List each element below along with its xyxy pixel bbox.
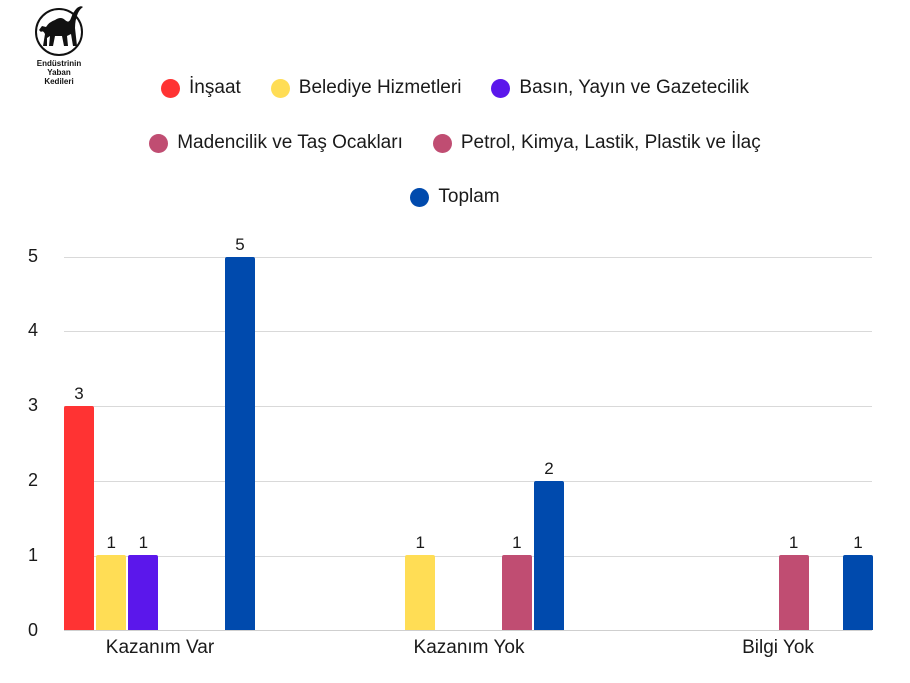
bar[interactable] <box>534 480 564 630</box>
legend-dot-icon <box>161 78 181 98</box>
bar-value-label: 1 <box>788 533 799 553</box>
x-label-bilgi-yok: Bilgi Yok <box>742 637 814 658</box>
y-tick-2: 2 <box>28 470 39 490</box>
bar[interactable] <box>225 257 255 630</box>
y-tick-5: 5 <box>28 246 39 266</box>
legend-label: Belediye Hizmetleri <box>298 77 462 98</box>
legend-dot-icon <box>491 78 511 98</box>
legend-label: Toplam <box>438 186 500 207</box>
legend-item-belediye[interactable]: Belediye Hizmetleri <box>270 77 462 99</box>
bar[interactable] <box>64 406 94 630</box>
gridline-4 <box>64 331 872 332</box>
y-tick-1: 1 <box>28 545 39 565</box>
legend-item-madencilik[interactable]: Madencilik ve Taş Ocakları <box>149 132 403 154</box>
bar-value-label: 2 <box>544 458 554 478</box>
legend-row-2: Madencilik ve Taş Ocakları Petrol, Kimya… <box>0 132 910 154</box>
x-label-kazanim-var: Kazanım Var <box>105 637 215 658</box>
logo: Endüstrinin Yaban Kedileri <box>28 6 90 86</box>
legend-dot-icon <box>270 78 290 98</box>
bar-value-label: 1 <box>512 533 522 553</box>
legend-dot-icon <box>149 133 169 153</box>
bar[interactable] <box>501 555 532 630</box>
bar-value-label: 1 <box>853 533 863 553</box>
legend-row-1: İnşaat Belediye Hizmetleri Basın, Yayın … <box>0 77 910 99</box>
legend-dot-icon <box>432 133 452 153</box>
bar[interactable] <box>128 555 159 630</box>
gridline-2 <box>64 481 872 482</box>
legend-label: Madencilik ve Taş Ocakları <box>177 132 403 153</box>
gridline-5 <box>64 257 872 258</box>
logo-text-line3: Kedileri <box>44 77 74 86</box>
gridline-3 <box>64 406 872 407</box>
legend-item-toplam[interactable]: Toplam <box>410 186 500 208</box>
bar-value-label: 1 <box>138 533 149 553</box>
legend-label: Basın, Yayın ve Gazetecilik <box>519 77 749 98</box>
bar-value-label: 1 <box>106 533 116 553</box>
x-axis-baseline <box>64 630 872 631</box>
y-tick-3: 3 <box>28 395 39 415</box>
legend-item-petrol[interactable]: Petrol, Kimya, Lastik, Plastik ve İlaç <box>432 132 761 154</box>
legend-row-3: Toplam <box>0 186 910 208</box>
bar-value-label: 5 <box>235 235 245 254</box>
y-tick-4: 4 <box>28 320 39 340</box>
bar[interactable] <box>843 555 873 630</box>
legend-label: Petrol, Kimya, Lastik, Plastik ve İlaç <box>460 132 761 153</box>
bar[interactable] <box>96 555 127 630</box>
legend-item-insaat[interactable]: İnşaat <box>161 77 241 99</box>
bar-value-label: 3 <box>74 384 84 404</box>
logo-text-line2: Yaban <box>47 68 71 77</box>
x-label-kazanim-yok: Kazanım Yok <box>413 637 525 658</box>
black-cat-icon <box>35 6 83 56</box>
bar-value-label: 1 <box>415 533 425 553</box>
bar[interactable] <box>405 555 436 630</box>
logo-text-line1: Endüstrinin <box>36 59 82 68</box>
bar[interactable] <box>778 555 809 630</box>
gridline-1 <box>64 556 872 557</box>
legend-label: İnşaat <box>189 77 241 98</box>
legend-item-basin[interactable]: Basın, Yayın ve Gazetecilik <box>491 77 749 99</box>
y-tick-0: 0 <box>28 620 39 640</box>
legend-dot-icon <box>410 187 430 207</box>
